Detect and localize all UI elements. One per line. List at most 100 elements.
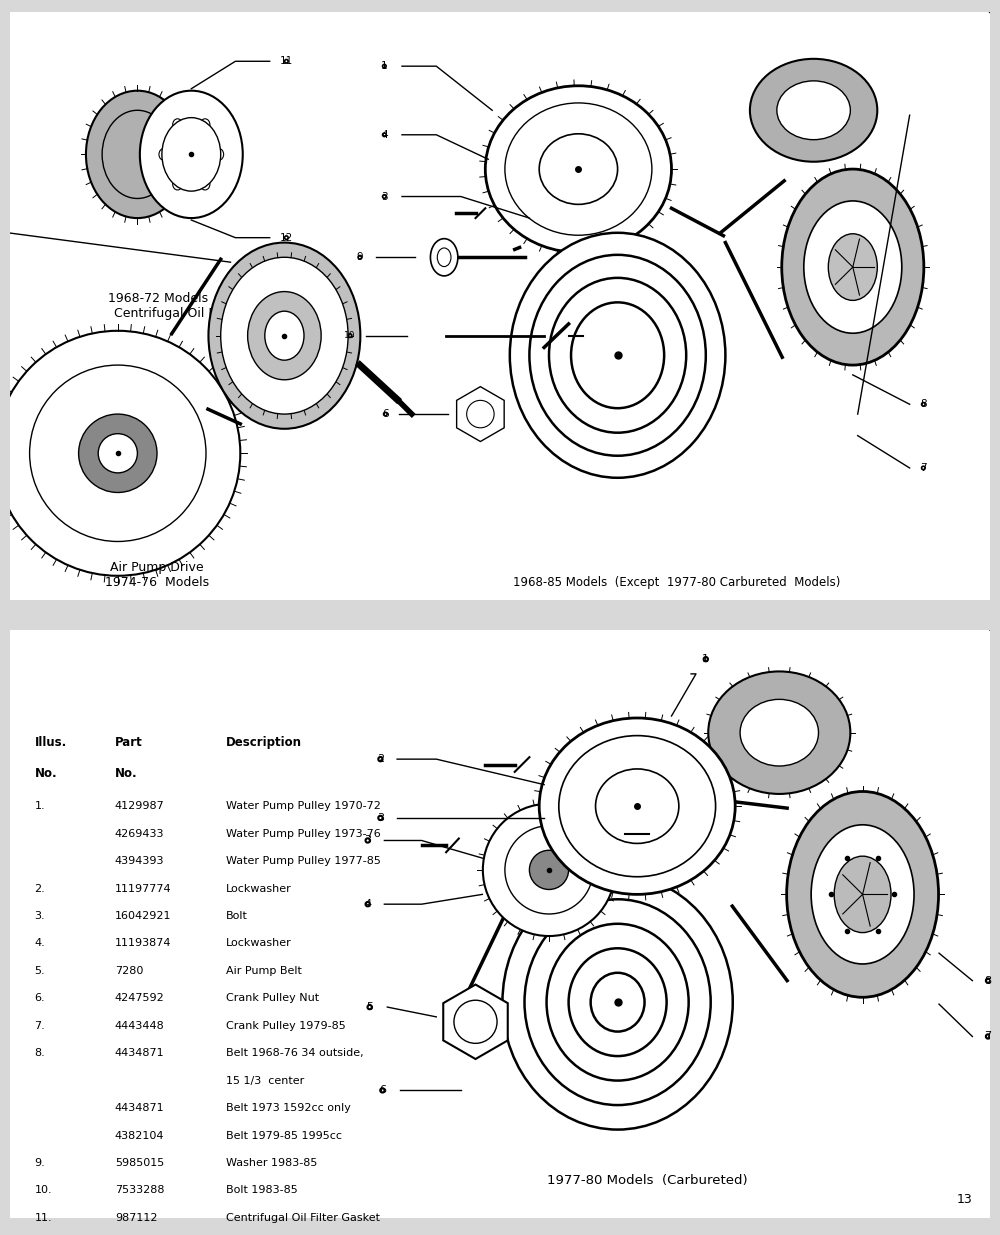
Circle shape: [986, 978, 990, 983]
FancyBboxPatch shape: [5, 10, 993, 605]
Circle shape: [383, 195, 386, 199]
Circle shape: [358, 256, 362, 259]
Text: 3: 3: [377, 813, 384, 823]
Text: 6: 6: [379, 1086, 386, 1095]
Ellipse shape: [559, 736, 716, 877]
Circle shape: [384, 412, 387, 416]
Circle shape: [922, 403, 925, 406]
Circle shape: [285, 59, 288, 63]
Circle shape: [454, 1000, 497, 1044]
Text: Description: Description: [226, 736, 302, 748]
Ellipse shape: [86, 90, 189, 219]
Text: Lockwasher: Lockwasher: [226, 939, 291, 948]
Text: 8: 8: [920, 399, 927, 409]
Circle shape: [348, 333, 352, 337]
Text: Belt 1968-76 34 outside,: Belt 1968-76 34 outside,: [226, 1049, 363, 1058]
Ellipse shape: [571, 303, 664, 409]
Text: 1: 1: [381, 62, 388, 72]
Text: Bolt 1983-85: Bolt 1983-85: [226, 1186, 297, 1195]
Text: 4434871: 4434871: [115, 1103, 164, 1113]
Ellipse shape: [708, 672, 850, 794]
Text: Part: Part: [115, 736, 143, 748]
Text: Crank Pulley 1979-85: Crank Pulley 1979-85: [226, 1021, 345, 1031]
Circle shape: [922, 467, 925, 469]
Ellipse shape: [828, 233, 877, 300]
Text: 3: 3: [364, 836, 371, 846]
Circle shape: [366, 902, 370, 906]
Text: 16042921: 16042921: [115, 911, 171, 921]
Circle shape: [378, 816, 383, 820]
Text: 8: 8: [984, 976, 992, 986]
Text: 4: 4: [381, 130, 388, 140]
Ellipse shape: [248, 291, 321, 380]
Text: Centrifugal Oil Filter Gasket: Centrifugal Oil Filter Gasket: [226, 1213, 380, 1223]
Text: Lockwasher: Lockwasher: [226, 883, 291, 894]
Circle shape: [366, 839, 370, 842]
Text: 1968-72 Models  With
Centrifugal Oil Filter: 1968-72 Models With Centrifugal Oil Filt…: [108, 291, 245, 320]
Text: Washer 1983-85: Washer 1983-85: [226, 1158, 317, 1168]
Text: 4247592: 4247592: [115, 993, 165, 1003]
Text: Belt 1973 1592cc only: Belt 1973 1592cc only: [226, 1103, 350, 1113]
Text: 5: 5: [366, 1002, 373, 1011]
Ellipse shape: [483, 804, 615, 936]
Circle shape: [380, 1088, 385, 1093]
Circle shape: [704, 657, 708, 661]
Ellipse shape: [811, 825, 914, 965]
Ellipse shape: [804, 201, 902, 333]
Text: 987112: 987112: [115, 1213, 157, 1223]
Ellipse shape: [524, 899, 711, 1105]
Ellipse shape: [221, 257, 348, 414]
Text: 7533288: 7533288: [115, 1186, 164, 1195]
Text: 4: 4: [364, 899, 371, 909]
Ellipse shape: [834, 856, 891, 932]
Ellipse shape: [98, 433, 137, 473]
Text: 2: 2: [377, 755, 384, 764]
Ellipse shape: [0, 331, 240, 576]
Text: 4443448: 4443448: [115, 1021, 165, 1031]
Ellipse shape: [505, 826, 593, 914]
Text: 1977-80 Models  (Carbureted): 1977-80 Models (Carbureted): [547, 1173, 747, 1187]
Text: 10.: 10.: [34, 1186, 52, 1195]
Text: 11197774: 11197774: [115, 883, 171, 894]
Text: 3: 3: [381, 191, 388, 201]
Ellipse shape: [102, 110, 173, 199]
Text: Bolt: Bolt: [226, 911, 247, 921]
Circle shape: [383, 133, 386, 137]
Text: 8.: 8.: [34, 1049, 45, 1058]
Ellipse shape: [79, 414, 157, 493]
Ellipse shape: [782, 169, 924, 366]
Ellipse shape: [173, 178, 182, 190]
Text: 1968-85 Models  (Except  1977-80 Carbureted  Models): 1968-85 Models (Except 1977-80 Carburete…: [513, 576, 840, 589]
Text: Water Pump Pulley 1977-85: Water Pump Pulley 1977-85: [226, 856, 380, 866]
Text: 11.: 11.: [34, 1213, 52, 1223]
Text: 4434871: 4434871: [115, 1049, 164, 1058]
Ellipse shape: [30, 366, 206, 541]
Text: 11193874: 11193874: [115, 939, 171, 948]
Text: 9.: 9.: [34, 1158, 45, 1168]
Ellipse shape: [569, 948, 667, 1056]
Ellipse shape: [777, 80, 850, 140]
Circle shape: [285, 236, 288, 240]
FancyBboxPatch shape: [5, 627, 993, 1223]
Text: 1: 1: [702, 655, 709, 664]
Text: 12: 12: [280, 232, 293, 243]
Ellipse shape: [208, 242, 360, 429]
Text: Crank Pulley Nut: Crank Pulley Nut: [226, 993, 319, 1003]
Text: No.: No.: [34, 767, 57, 781]
Ellipse shape: [539, 133, 618, 204]
Ellipse shape: [437, 248, 451, 267]
Ellipse shape: [162, 117, 221, 191]
Ellipse shape: [529, 850, 569, 889]
Text: 7: 7: [920, 463, 927, 473]
Ellipse shape: [591, 973, 645, 1031]
Ellipse shape: [140, 90, 243, 219]
Ellipse shape: [750, 59, 877, 162]
Text: 7.: 7.: [34, 1021, 45, 1031]
Text: 9: 9: [357, 252, 363, 262]
Text: 7: 7: [984, 1031, 992, 1041]
Ellipse shape: [214, 148, 224, 161]
Ellipse shape: [159, 148, 169, 161]
Text: 10: 10: [344, 331, 356, 340]
Text: Illus.: Illus.: [34, 736, 67, 748]
Text: 15 1/3  center: 15 1/3 center: [226, 1076, 304, 1086]
